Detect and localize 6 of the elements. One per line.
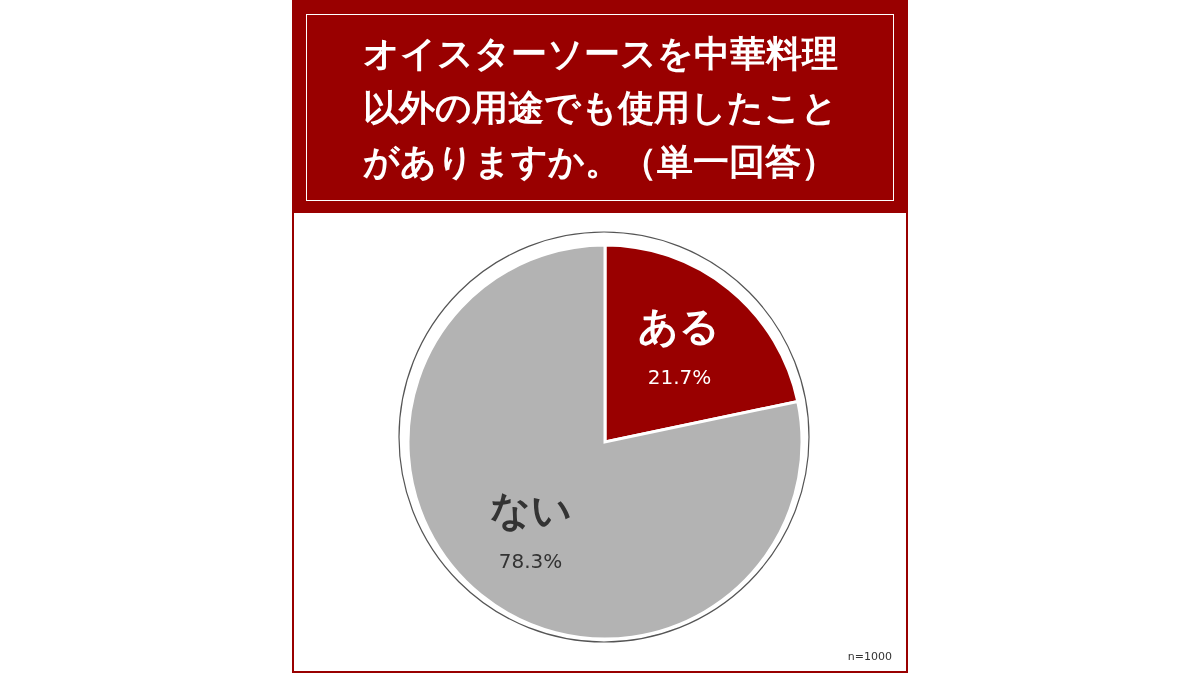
chart-title: オイスターソースを中華料理以外の用途でも使用したことがありますか。（単一回答） (361, 31, 839, 184)
slice-label: ない (489, 486, 572, 533)
slice-label: ある (638, 303, 721, 350)
text: n=1000 (847, 650, 892, 663)
data-label: 21.7% (647, 365, 712, 390)
data-label: 78.3% (498, 548, 563, 573)
